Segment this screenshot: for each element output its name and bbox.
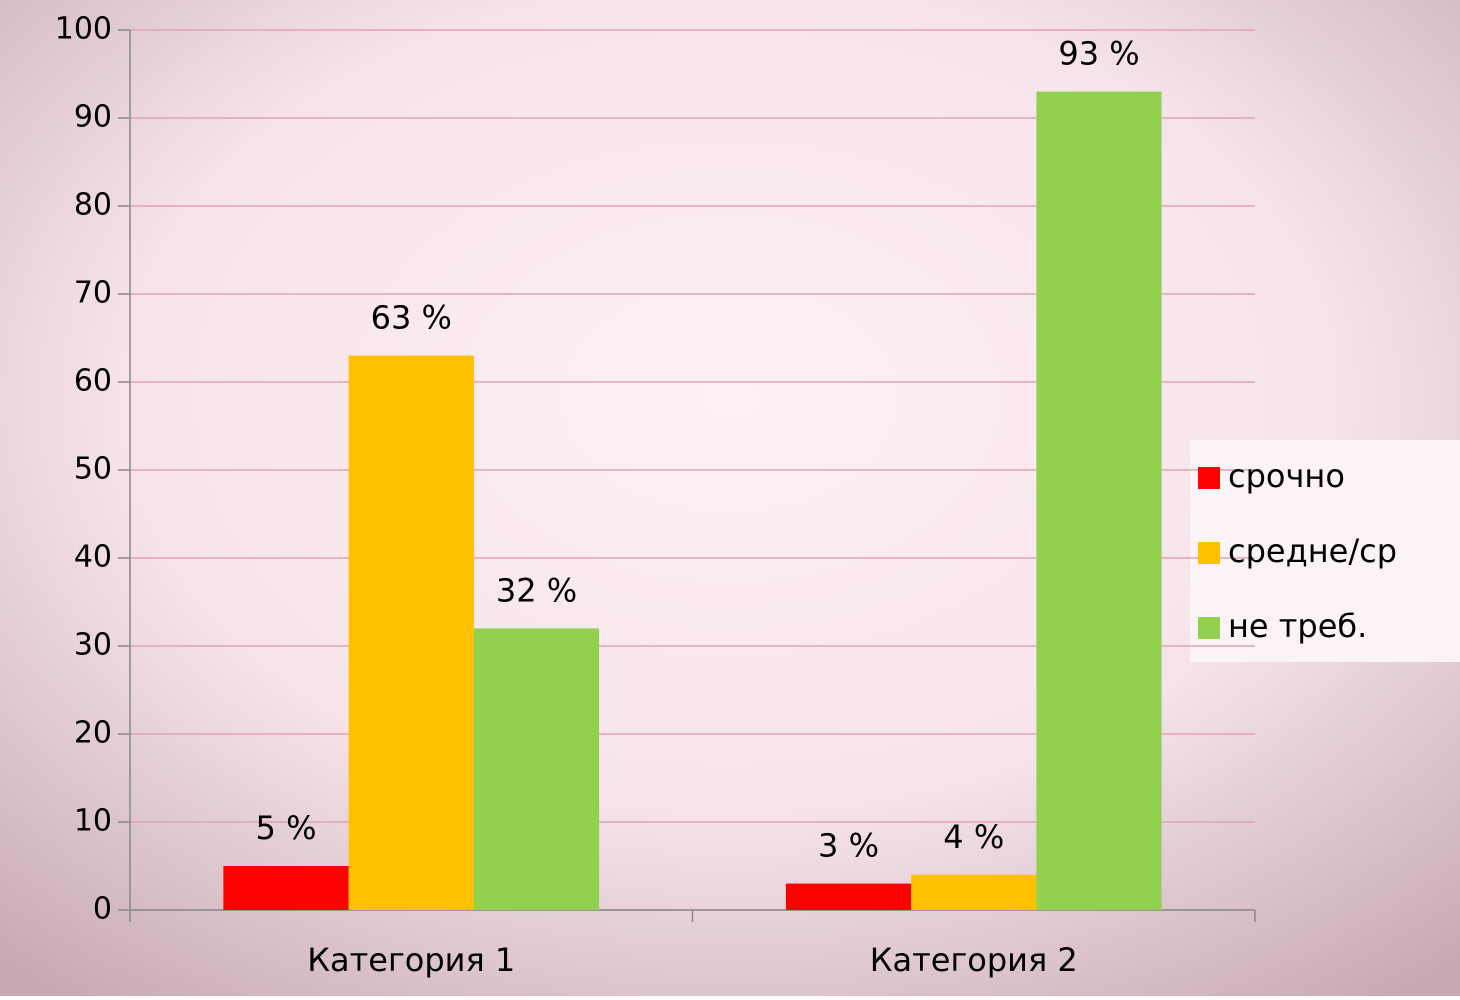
bar [473, 628, 600, 910]
data-label: 3 % [818, 827, 879, 865]
y-tick-label: 60 [74, 364, 112, 399]
y-tick-label: 0 [93, 892, 112, 927]
data-label: 4 % [943, 818, 1004, 856]
data-label: 32 % [496, 571, 577, 609]
x-tick-label: Категория 1 [307, 941, 515, 979]
x-tick-label: Категория 2 [870, 941, 1078, 979]
y-tick-label: 90 [74, 100, 112, 135]
legend-label: срочно [1228, 457, 1345, 495]
legend-box [1190, 440, 1460, 662]
data-label: 63 % [371, 299, 452, 337]
y-tick-label: 50 [74, 452, 112, 487]
legend-label: средне/ср [1228, 532, 1397, 570]
y-tick-label: 10 [74, 804, 112, 839]
legend-label: не треб. [1228, 607, 1367, 645]
bar [348, 355, 474, 911]
bar [223, 866, 349, 910]
y-tick-label: 20 [74, 716, 112, 751]
legend-swatch [1198, 467, 1220, 489]
bar [1036, 91, 1162, 911]
legend-swatch [1198, 542, 1220, 564]
data-label: 93 % [1058, 35, 1139, 73]
y-tick-label: 40 [74, 540, 112, 575]
y-tick-label: 100 [55, 12, 112, 47]
y-tick-label: 70 [74, 276, 112, 311]
data-label: 5 % [256, 809, 317, 847]
bar [911, 874, 1037, 910]
y-tick-label: 80 [74, 188, 112, 223]
legend-swatch [1198, 617, 1220, 639]
bar [785, 883, 912, 910]
y-tick-label: 30 [74, 628, 112, 663]
